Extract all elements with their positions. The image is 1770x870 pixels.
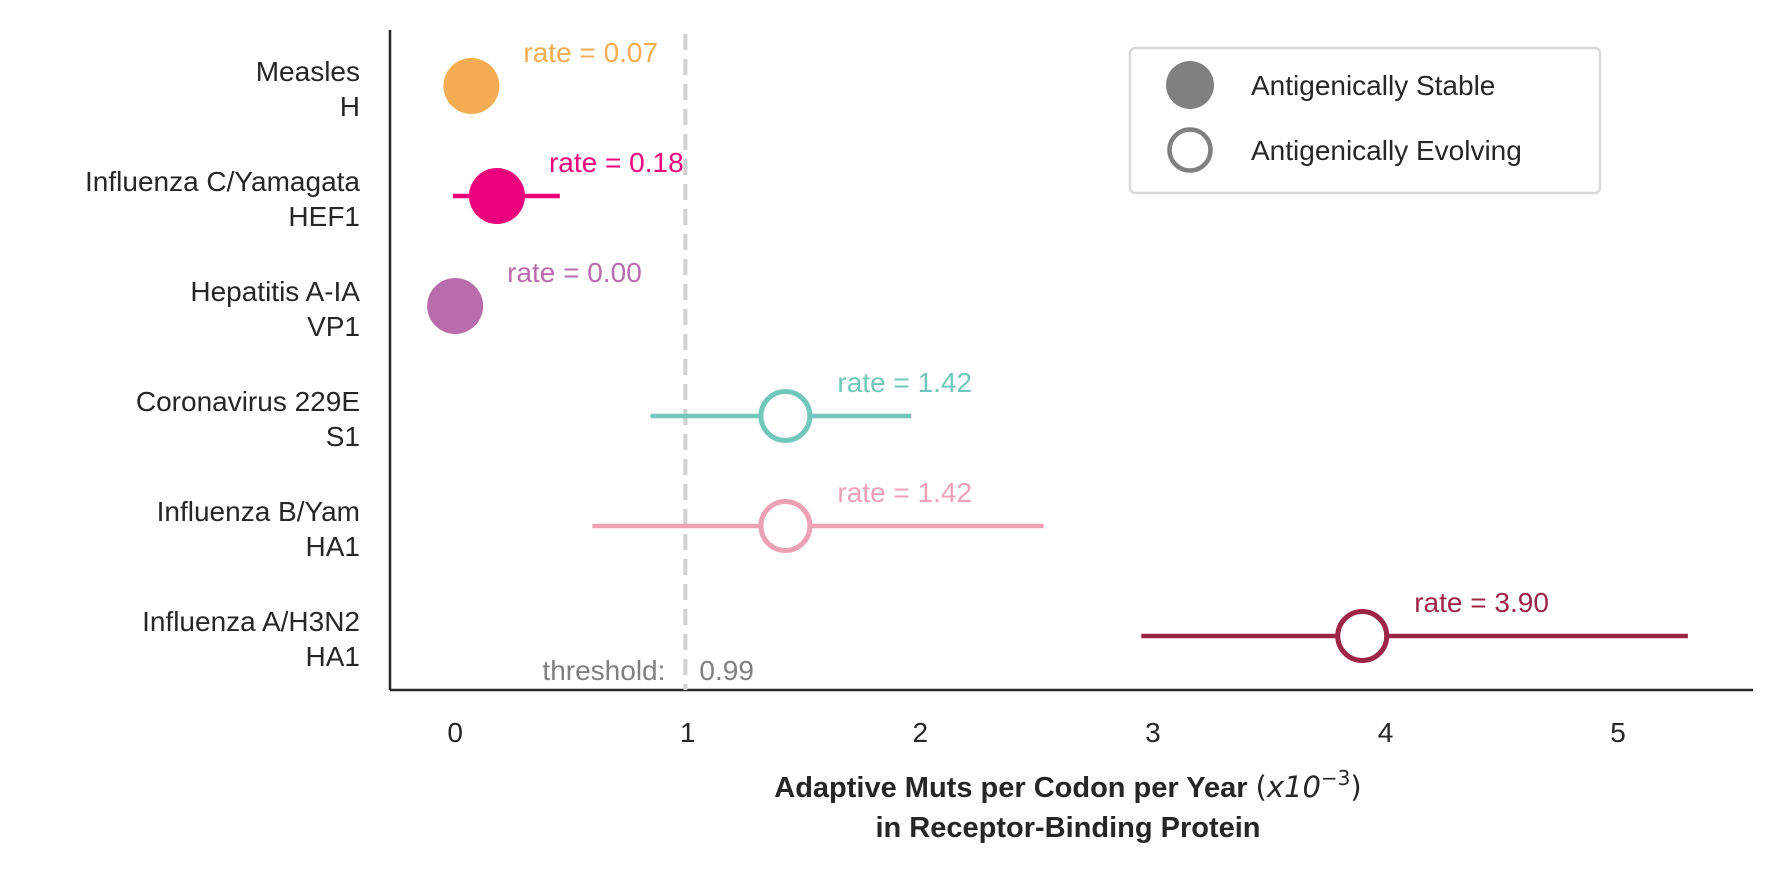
data-point xyxy=(443,58,500,114)
series-layer: rate = 0.07 rate = 0.18 rate = 0.00 rate = … xyxy=(427,37,1688,663)
y-tick-gene: H xyxy=(340,91,360,122)
data-point xyxy=(427,278,484,334)
data-point xyxy=(758,499,813,553)
series-row: rate = 0.00 xyxy=(427,257,642,334)
legend-box xyxy=(1128,46,1602,195)
series-row: rate = 3.90 xyxy=(1141,587,1688,663)
rate-label: rate = 0.18 xyxy=(549,147,684,178)
x-tick-labels: 0 1 2 3 4 5 xyxy=(447,717,1626,748)
legend-marker-open xyxy=(1167,127,1213,173)
y-tick-virus: Influenza C/Yamagata xyxy=(85,166,360,197)
x-tick-label: 0 xyxy=(447,717,463,748)
legend-label: Antigenically Evolving xyxy=(1251,135,1522,166)
data-point xyxy=(468,168,525,224)
axes xyxy=(388,30,1753,692)
y-tick-labels: Measles H Influenza C/Yamagata HEF1 Hepatiti… xyxy=(85,56,360,672)
x-axis-label: Adaptive Muts per Codon per Year (x10−3) xyxy=(774,766,1361,804)
x-tick-label: 2 xyxy=(913,717,929,748)
y-tick-virus: Hepatitis A-IA xyxy=(190,276,360,307)
y-tick-virus: Measles xyxy=(256,56,360,87)
x-tick-label: 1 xyxy=(680,717,696,748)
legend: Antigenically Stable Antigenically Evolvi… xyxy=(1128,46,1602,195)
x-axis-unit: x10 xyxy=(1266,770,1321,804)
rate-label: rate = 1.42 xyxy=(837,367,972,398)
y-tick-gene: HA1 xyxy=(306,641,360,672)
x-axis-unit-close: ) xyxy=(1350,770,1361,804)
y-tick-gene: HEF1 xyxy=(288,201,360,232)
y-tick-gene: S1 xyxy=(326,421,360,452)
x-tick-label: 5 xyxy=(1610,717,1626,748)
series-row: rate = 0.18 xyxy=(452,147,684,224)
threshold-value: 0.99 xyxy=(699,655,754,686)
x-tick-label: 3 xyxy=(1145,717,1161,748)
x-tick-label: 4 xyxy=(1378,717,1394,748)
rate-label: rate = 0.00 xyxy=(507,257,642,288)
rate-label: rate = 0.07 xyxy=(523,37,658,68)
data-point xyxy=(1335,609,1390,663)
rate-label: rate = 3.90 xyxy=(1414,587,1549,618)
legend-label: Antigenically Stable xyxy=(1251,70,1495,101)
series-row: rate = 1.42 xyxy=(592,477,1044,553)
y-tick-virus: Coronavirus 229E xyxy=(136,386,360,417)
x-axis-unit-open: ( xyxy=(1256,770,1267,804)
y-tick-gene: HA1 xyxy=(306,531,360,562)
y-tick-virus: Influenza B/Yam xyxy=(157,496,360,527)
x-axis-label-main: Adaptive Muts per Codon per Year xyxy=(774,772,1247,804)
legend-marker-filled xyxy=(1166,61,1214,109)
series-row: rate = 0.07 xyxy=(443,37,658,114)
x-axis-label-line2: in Receptor-Binding Protein xyxy=(875,812,1260,844)
y-tick-virus: Influenza A/H3N2 xyxy=(142,606,360,637)
threshold: threshold: 0.99 xyxy=(542,34,754,690)
threshold-label: threshold: xyxy=(542,655,665,686)
y-tick-gene: VP1 xyxy=(307,311,360,342)
x-axis-unit-exponent: −3 xyxy=(1321,766,1350,790)
data-point xyxy=(758,389,813,443)
series-row: rate = 1.42 xyxy=(650,367,972,443)
rate-label: rate = 1.42 xyxy=(837,477,972,508)
